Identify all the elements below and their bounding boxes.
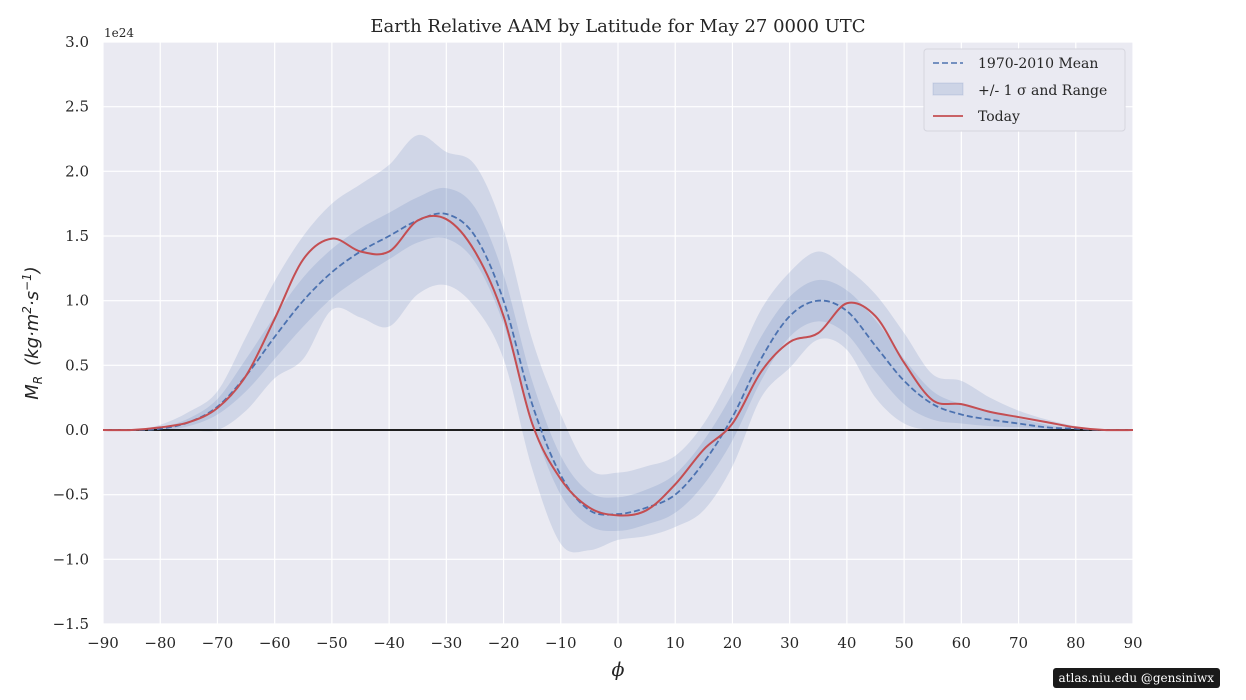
y-ticks: −1.5 −1.0 −0.5 0.0 0.5 1.0 1.5 2.0 2.5 3.0 — [53, 33, 89, 633]
legend-box — [923, 48, 1126, 132]
y-tick-label: 0.5 — [65, 356, 89, 374]
legend-band-swatch — [932, 82, 964, 96]
y-tick-label: 1.5 — [65, 227, 89, 245]
chart-title: Earth Relative AAM by Latitude for May 2… — [370, 16, 865, 37]
x-tick-label: −30 — [431, 634, 463, 652]
x-tick-label: 70 — [1009, 634, 1028, 652]
y-multiplier: 1e24 — [104, 26, 134, 40]
x-tick-label: −60 — [259, 634, 291, 652]
y-tick-label: 0.0 — [65, 421, 89, 439]
x-tick-label: −80 — [144, 634, 176, 652]
x-tick-label: 60 — [952, 634, 971, 652]
y-tick-label: −0.5 — [53, 486, 89, 504]
range-band — [103, 134, 1133, 553]
x-tick-label: −20 — [488, 634, 520, 652]
x-axis-label: ϕ — [612, 659, 625, 681]
watermark-badge: atlas.niu.edu @gensiniwx — [1052, 668, 1220, 688]
x-tick-label: 90 — [1123, 634, 1142, 652]
y-tick-label: −1.5 — [53, 615, 89, 633]
x-tick-label: 10 — [666, 634, 685, 652]
lines — [102, 212, 1134, 517]
y-tick-label: 2.5 — [65, 98, 89, 116]
x-tick-label: −50 — [316, 634, 348, 652]
legend-today-label: Today — [978, 109, 1020, 125]
sigma-band — [103, 187, 1133, 532]
x-tick-label: 30 — [780, 634, 799, 652]
x-tick-label: −10 — [545, 634, 577, 652]
legend-band-label: +/- 1 σ and Range — [978, 83, 1107, 99]
y-tick-label: 1.0 — [65, 292, 89, 310]
legend-mean-label: 1970-2010 Mean — [978, 56, 1098, 72]
legend: 1970-2010 Mean +/- 1 σ and Range Today — [923, 48, 1126, 132]
y-tick-label: −1.0 — [53, 550, 89, 568]
x-tick-label: −90 — [87, 634, 119, 652]
bands — [103, 134, 1133, 553]
x-tick-label: 80 — [1066, 634, 1085, 652]
mean-series-line — [102, 212, 1134, 516]
x-tick-label: 40 — [837, 634, 856, 652]
y-tick-label: 2.0 — [65, 162, 89, 180]
y-axis-label: MR(kg·m2·s−1) — [20, 266, 45, 400]
today-series-line — [102, 214, 1134, 517]
x-tick-label: 0 — [613, 634, 623, 652]
grid — [102, 41, 1134, 625]
x-tick-label: −40 — [373, 634, 405, 652]
x-tick-label: 20 — [723, 634, 742, 652]
y-tick-label: 3.0 — [65, 33, 89, 51]
x-tick-label: −70 — [202, 634, 234, 652]
x-ticks: −90 −80 −70 −60 −50 −40 −30 −20 −10 0 10 20 30 40 50 60… — [87, 634, 1142, 652]
x-tick-label: 50 — [895, 634, 914, 652]
